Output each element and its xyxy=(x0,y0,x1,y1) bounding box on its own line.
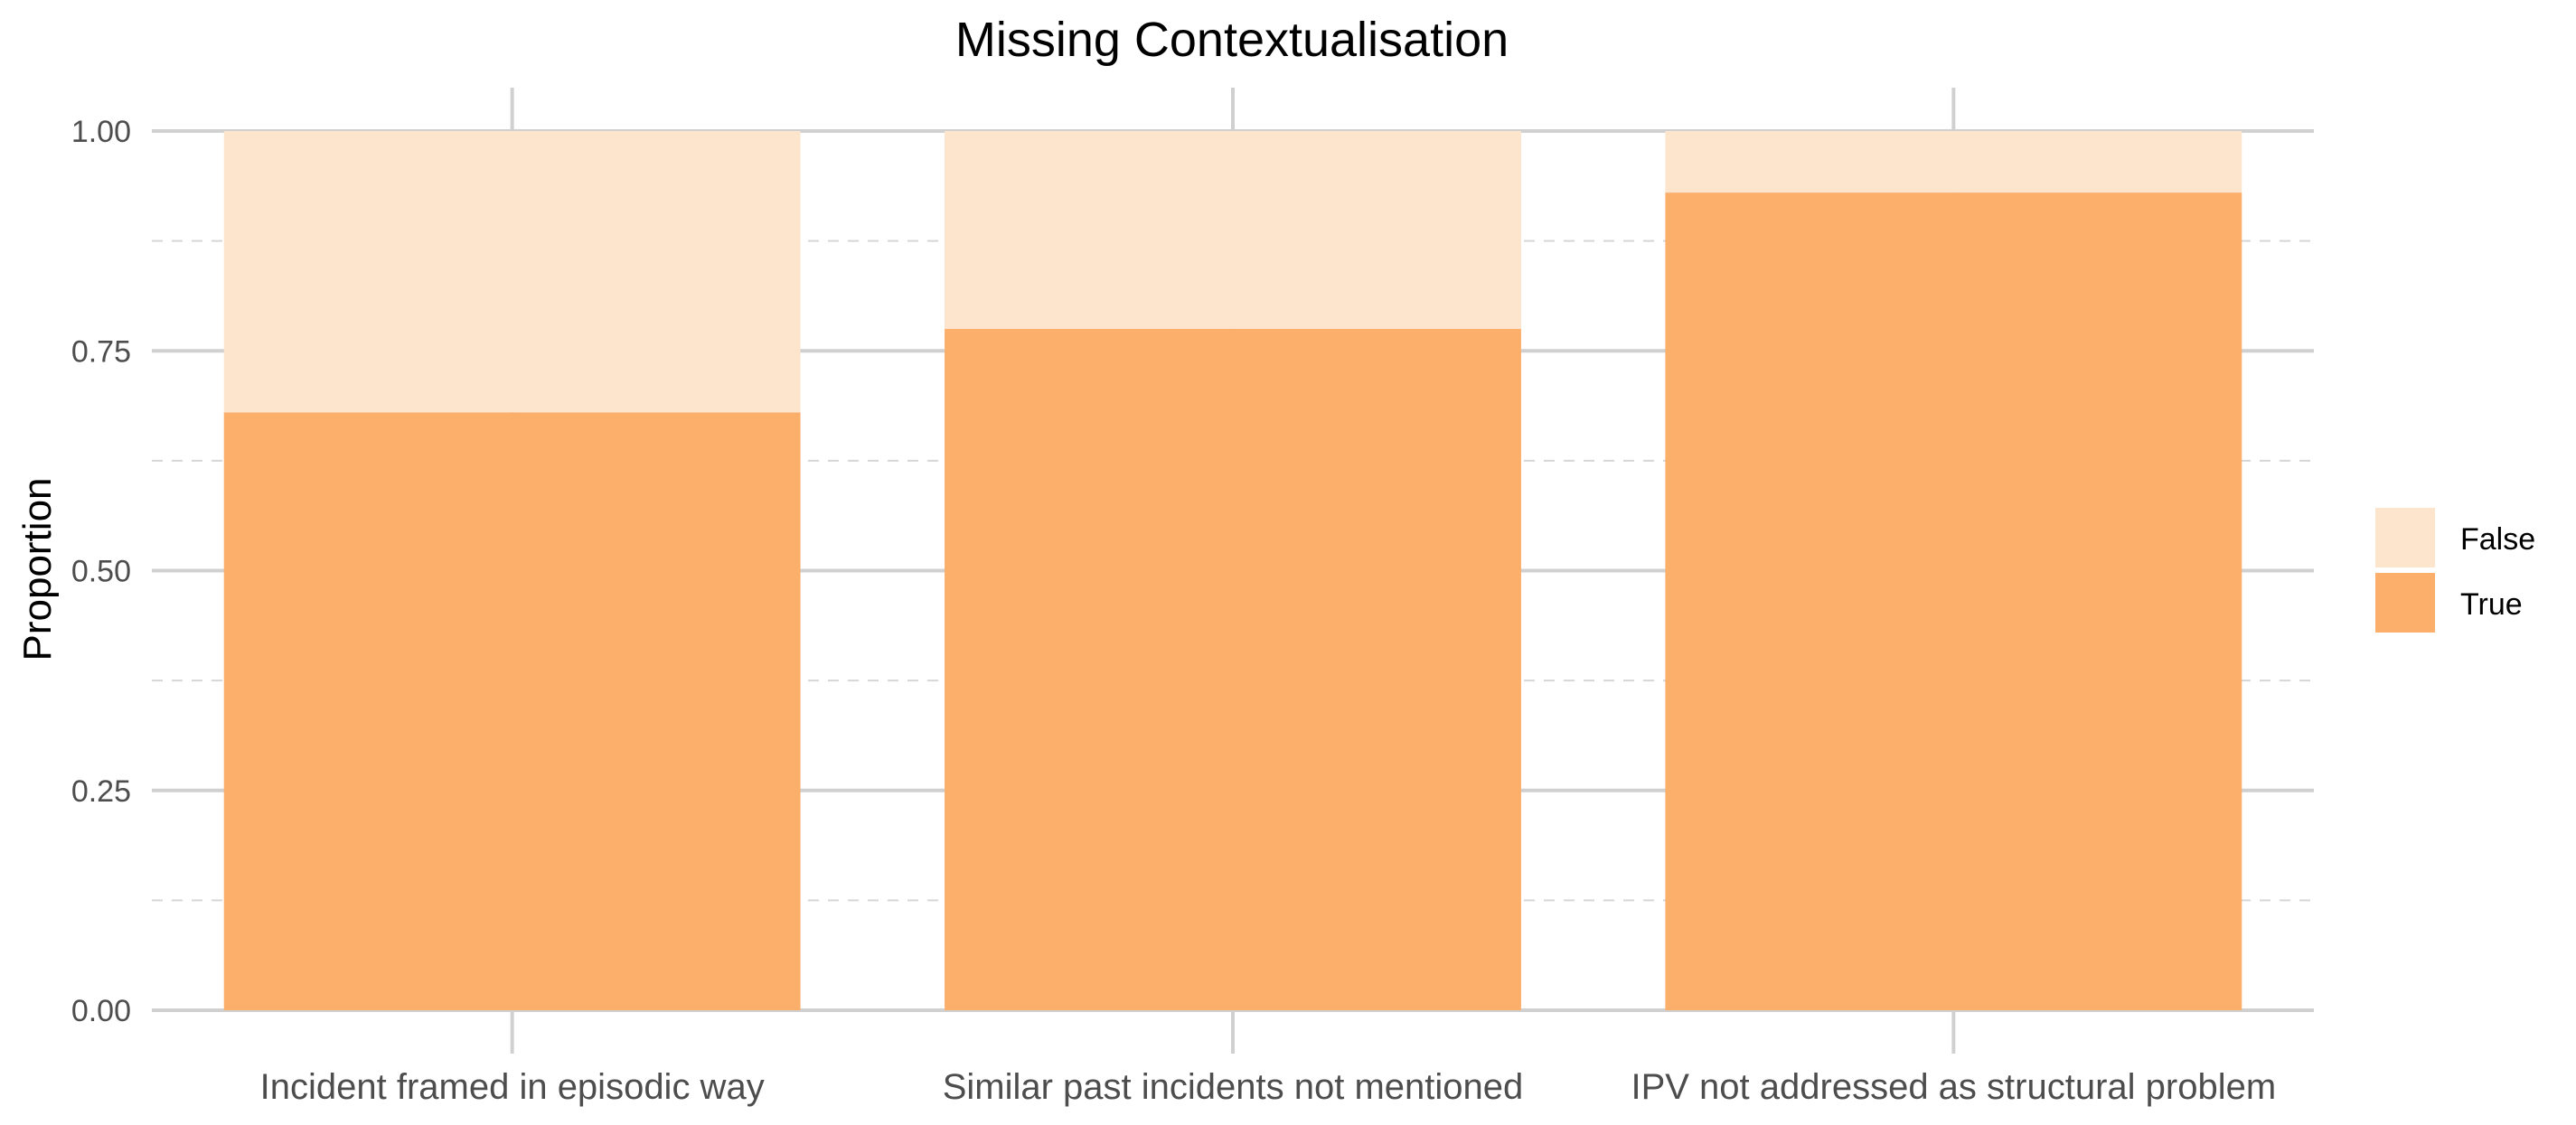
y-tick-label: 0.50 xyxy=(71,555,131,589)
legend-swatch-true xyxy=(2375,573,2435,633)
bar-true-2 xyxy=(945,328,1521,1010)
x-tick-label: Incident framed in episodic way xyxy=(260,1067,765,1107)
x-tick-label: IPV not addressed as structural problem xyxy=(1631,1067,2276,1107)
y-axis-ticks: 0.00 0.25 0.50 0.75 1.00 xyxy=(71,115,131,1028)
bar-false-1 xyxy=(223,131,801,413)
legend: False True xyxy=(2375,508,2535,633)
bar-false-3 xyxy=(1665,131,2242,193)
y-tick-label: 0.75 xyxy=(71,334,131,369)
bar-true-3 xyxy=(1665,192,2242,1011)
y-tick-label: 1.00 xyxy=(71,115,131,149)
y-axis-title: Proportion xyxy=(15,477,60,661)
bars xyxy=(223,131,2242,1011)
y-tick-label: 0.25 xyxy=(71,774,131,809)
chart-title: Missing Contextualisation xyxy=(955,13,1509,67)
x-axis-ticks: Incident framed in episodic way Similar p… xyxy=(260,1067,2277,1107)
bar-false-2 xyxy=(945,131,1521,329)
y-tick-label: 0.00 xyxy=(71,994,131,1028)
bar-true-1 xyxy=(223,412,801,1010)
legend-label-false: False xyxy=(2460,522,2535,557)
legend-label-true: True xyxy=(2460,587,2523,622)
x-tick-label: Similar past incidents not mentioned xyxy=(943,1067,1524,1107)
legend-swatch-false xyxy=(2375,508,2435,567)
